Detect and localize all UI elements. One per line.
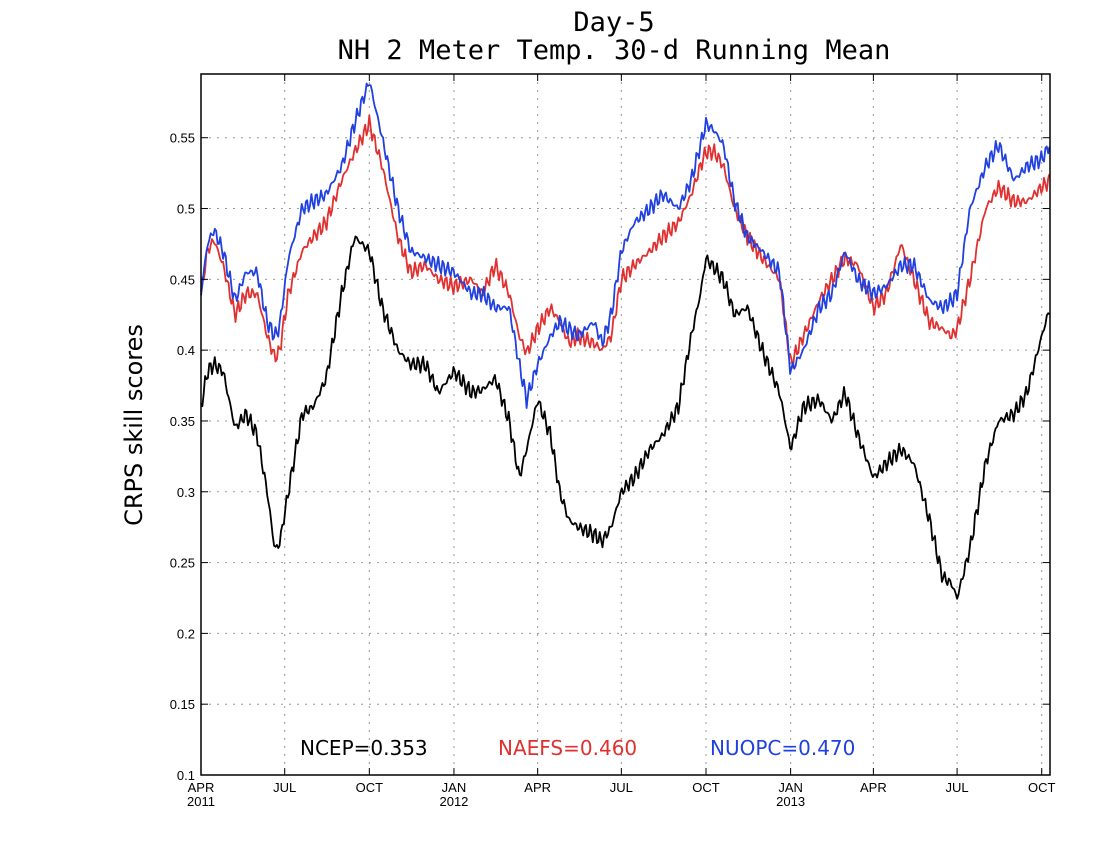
y-tick-label: 0.25 bbox=[170, 556, 195, 571]
x-tick-label: APR bbox=[524, 780, 551, 795]
y-tick-label: 0.15 bbox=[170, 697, 195, 712]
x-tick-year-label: 2013 bbox=[776, 794, 805, 809]
x-tick-year-label: 2011 bbox=[187, 794, 215, 809]
chart-title-line-2: NH 2 Meter Temp. 30-d Running Mean bbox=[338, 35, 891, 66]
legend-entry-naefs: NAEFS=0.460 bbox=[498, 736, 637, 760]
chart-title-line-1: Day-5 bbox=[573, 7, 654, 38]
x-tick-label: APR bbox=[860, 780, 887, 795]
legend: NCEP=0.353 NAEFS=0.460 NUOPC=0.470 bbox=[300, 736, 855, 760]
x-tick-label: APR bbox=[188, 780, 215, 795]
x-tick-label: JAN bbox=[778, 780, 803, 795]
x-tick-label: JUL bbox=[273, 780, 296, 795]
grid-lines bbox=[201, 74, 1050, 775]
y-axis-label: CRPS skill scores bbox=[120, 324, 148, 526]
y-tick-label: 0.2 bbox=[177, 626, 195, 641]
series-line-nuopc bbox=[200, 82, 1051, 409]
x-tick-label: OCT bbox=[356, 780, 384, 795]
legend-entry-ncep: NCEP=0.353 bbox=[300, 736, 428, 760]
x-tick-label: JAN bbox=[442, 780, 467, 795]
x-tick-label: JUL bbox=[946, 780, 969, 795]
y-tick-label: 0.3 bbox=[177, 485, 195, 500]
x-tick-year-label: 2012 bbox=[439, 794, 468, 809]
x-tick-label: OCT bbox=[692, 780, 720, 795]
y-tick-label: 0.45 bbox=[170, 272, 195, 287]
y-tick-label: 0.35 bbox=[170, 414, 195, 429]
y-tick-label: 0.55 bbox=[170, 131, 195, 146]
series-layer bbox=[200, 82, 1051, 600]
x-tick-label: OCT bbox=[1028, 780, 1056, 795]
y-tick-label: 0.5 bbox=[177, 202, 195, 217]
y-tick-label: 0.4 bbox=[177, 343, 195, 358]
x-tick-label: JUL bbox=[610, 780, 633, 795]
legend-entry-nuopc: NUOPC=0.470 bbox=[710, 736, 855, 760]
axis-ticks: 0.10.150.20.250.30.350.40.450.50.55APR20… bbox=[170, 74, 1056, 809]
plot-frame bbox=[200, 73, 1051, 776]
series-line-ncep bbox=[200, 235, 1051, 600]
y-tick-label: 0.1 bbox=[177, 768, 195, 783]
